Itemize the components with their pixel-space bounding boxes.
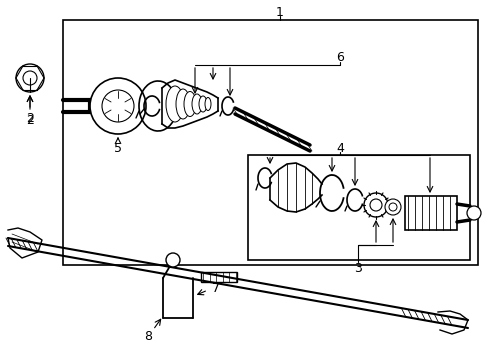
Circle shape xyxy=(370,199,382,211)
Ellipse shape xyxy=(199,96,207,112)
Text: 6: 6 xyxy=(336,50,344,63)
Bar xyxy=(63,20,478,265)
Circle shape xyxy=(23,71,37,85)
Bar xyxy=(201,272,237,282)
Ellipse shape xyxy=(166,86,184,122)
Text: 3: 3 xyxy=(354,261,362,274)
Ellipse shape xyxy=(184,91,196,117)
Text: 4: 4 xyxy=(336,141,344,154)
Bar xyxy=(248,155,470,260)
Text: 8: 8 xyxy=(144,329,152,342)
Text: 2: 2 xyxy=(26,112,34,125)
Ellipse shape xyxy=(176,89,190,119)
Ellipse shape xyxy=(205,98,211,111)
Circle shape xyxy=(467,206,481,220)
Circle shape xyxy=(364,193,388,217)
Circle shape xyxy=(102,90,134,122)
Text: 2: 2 xyxy=(26,113,34,126)
Ellipse shape xyxy=(192,94,202,114)
Circle shape xyxy=(16,64,44,92)
Circle shape xyxy=(389,203,397,211)
Circle shape xyxy=(90,78,146,134)
Bar xyxy=(405,196,457,230)
Circle shape xyxy=(385,199,401,215)
Text: 1: 1 xyxy=(276,5,284,18)
Circle shape xyxy=(166,253,180,267)
Text: 7: 7 xyxy=(212,282,220,294)
Text: 5: 5 xyxy=(114,141,122,154)
